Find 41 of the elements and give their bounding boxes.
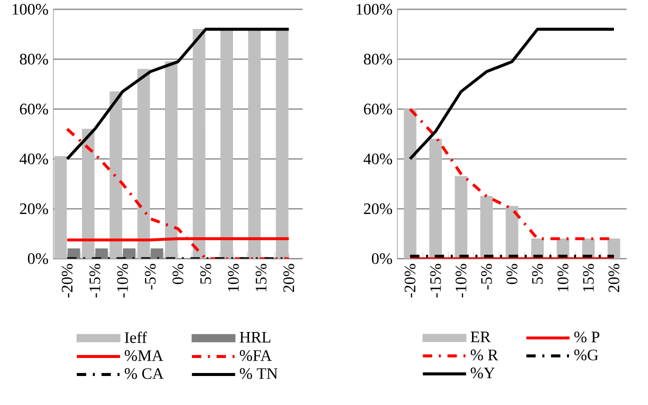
legend-label: Ieff bbox=[124, 331, 148, 343]
legend-label: % P bbox=[574, 331, 600, 342]
x-tick-label: -5% bbox=[144, 264, 156, 290]
x-tick-label: -20% bbox=[62, 264, 73, 298]
x-tick-label: 20% bbox=[283, 264, 294, 292]
y-tick-label: 80% bbox=[364, 54, 392, 64]
y-tick-label: 0% bbox=[28, 253, 48, 264]
x-tick-label: 20% bbox=[608, 264, 620, 292]
legend-label: % R bbox=[470, 349, 498, 360]
y-tick-label: 20% bbox=[364, 203, 392, 214]
x-tick-label: 0% bbox=[506, 264, 518, 284]
legend-label: ER bbox=[470, 332, 491, 342]
x-tick-label: -10% bbox=[456, 264, 466, 298]
y-tick-label: 20% bbox=[20, 203, 48, 214]
x-tick-label: 10% bbox=[558, 264, 568, 292]
legend-label: % TN bbox=[240, 368, 278, 379]
y-tick-label: 40% bbox=[20, 153, 48, 164]
y-tick-label: 80% bbox=[20, 54, 48, 64]
x-tick-label: -5% bbox=[481, 264, 492, 290]
x-tick-label: -10% bbox=[117, 264, 128, 298]
x-tick-label: 10% bbox=[228, 264, 239, 292]
x-tick-label: 5% bbox=[532, 264, 543, 284]
legend-label: % CA bbox=[124, 368, 164, 379]
y-tick-label: 40% bbox=[364, 153, 392, 164]
y-tick-label: 0% bbox=[372, 253, 392, 264]
y-tick-label: 60% bbox=[364, 103, 392, 114]
legend-label: %G bbox=[574, 349, 598, 360]
x-tick-label: 15% bbox=[256, 264, 267, 292]
x-tick-label: -15% bbox=[430, 264, 441, 298]
x-tick-label: -15% bbox=[89, 264, 100, 298]
x-tick-label: 0% bbox=[172, 264, 184, 284]
legend-label: %Y bbox=[470, 367, 495, 378]
y-tick-label: 60% bbox=[20, 103, 48, 114]
y-tick-label: 100% bbox=[12, 4, 48, 15]
legend-label: %FA bbox=[240, 350, 272, 361]
legend-label: %MA bbox=[124, 350, 164, 361]
x-tick-label: 5% bbox=[200, 264, 212, 284]
legend-label: HRL bbox=[240, 332, 270, 342]
x-tick-label: 15% bbox=[583, 264, 594, 292]
y-tick-label: 100% bbox=[356, 4, 392, 15]
x-tick-label: -20% bbox=[404, 264, 416, 298]
